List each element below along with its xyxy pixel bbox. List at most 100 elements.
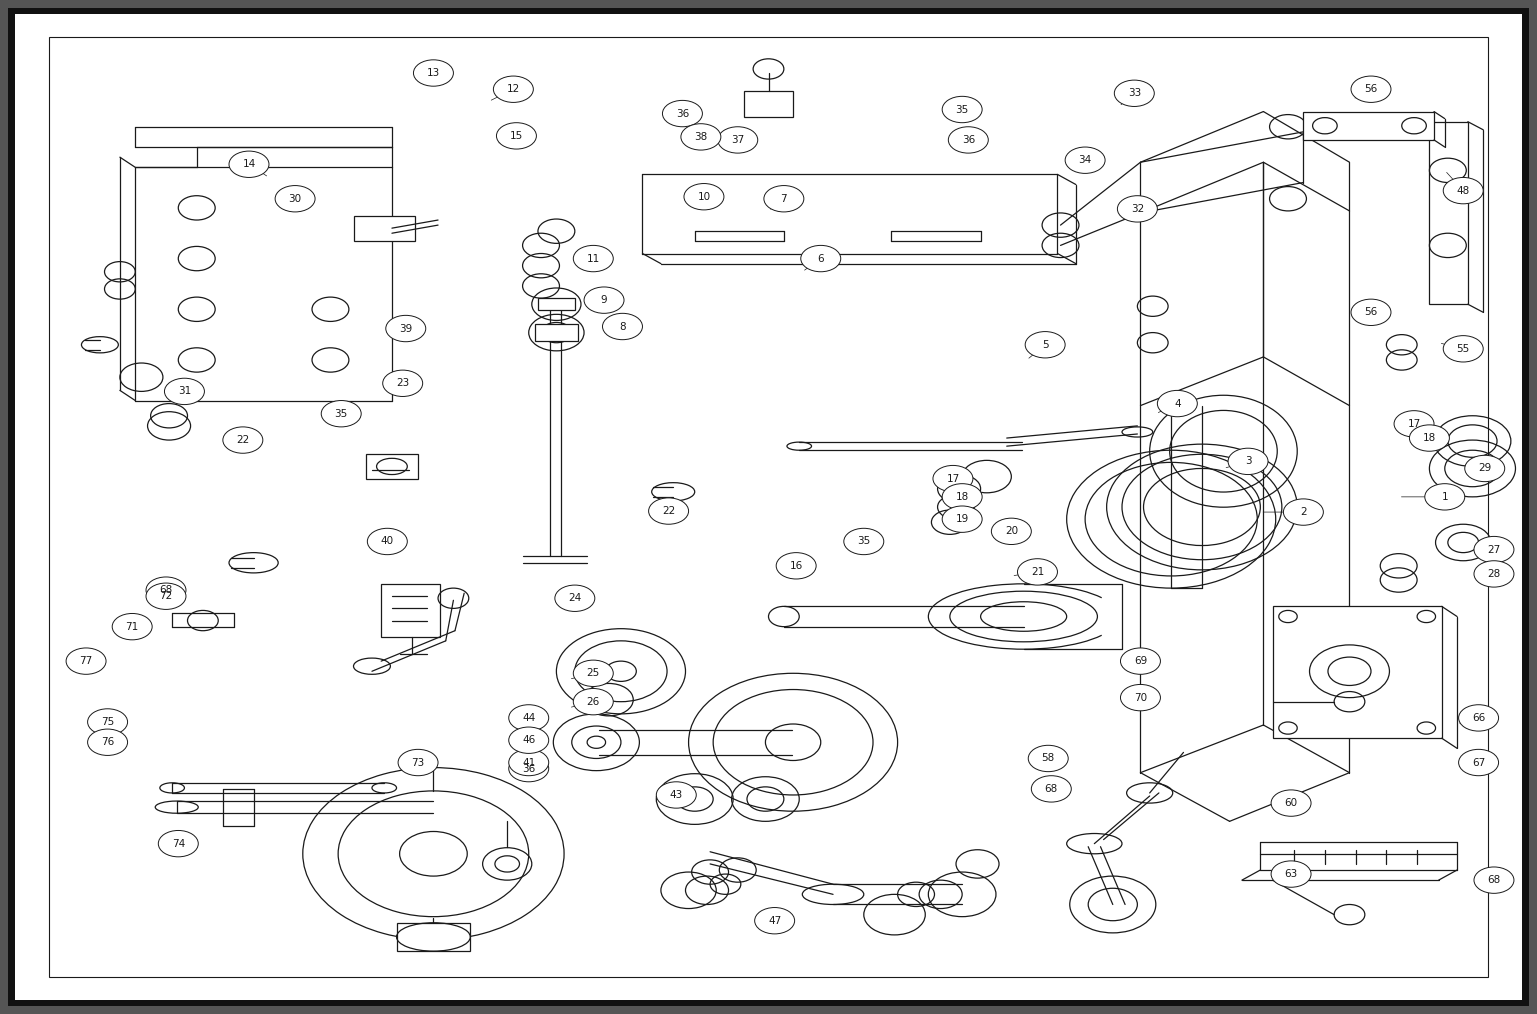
- Text: 7: 7: [781, 194, 787, 204]
- Text: 13: 13: [427, 68, 440, 78]
- Circle shape: [229, 151, 269, 177]
- Text: 38: 38: [695, 132, 707, 142]
- Text: 66: 66: [1472, 713, 1485, 723]
- Bar: [366, 454, 418, 479]
- Text: 29: 29: [1479, 463, 1491, 474]
- Text: 75: 75: [101, 717, 114, 727]
- Text: 33: 33: [1128, 88, 1140, 98]
- Text: 17: 17: [1408, 419, 1420, 429]
- Circle shape: [933, 465, 973, 492]
- Text: 26: 26: [587, 697, 599, 707]
- Text: 69: 69: [1134, 656, 1147, 666]
- Circle shape: [603, 313, 642, 340]
- Text: 2: 2: [1300, 507, 1306, 517]
- Circle shape: [223, 427, 263, 453]
- Text: 31: 31: [178, 386, 191, 396]
- Circle shape: [112, 613, 152, 640]
- Text: 60: 60: [1285, 798, 1297, 808]
- Circle shape: [1459, 749, 1499, 776]
- Bar: [1273, 606, 1442, 738]
- Circle shape: [509, 727, 549, 753]
- Circle shape: [776, 553, 816, 579]
- Circle shape: [1114, 80, 1154, 106]
- Text: 21: 21: [1031, 567, 1044, 577]
- Circle shape: [509, 755, 549, 782]
- Text: 19: 19: [956, 514, 968, 524]
- Circle shape: [573, 689, 613, 715]
- Text: 18: 18: [1423, 433, 1436, 443]
- Text: 70: 70: [1134, 693, 1147, 703]
- Text: 15: 15: [510, 131, 523, 141]
- Text: 16: 16: [790, 561, 802, 571]
- Circle shape: [398, 749, 438, 776]
- Circle shape: [1409, 425, 1449, 451]
- Circle shape: [948, 127, 988, 153]
- Circle shape: [321, 401, 361, 427]
- Circle shape: [386, 315, 426, 342]
- Circle shape: [681, 124, 721, 150]
- Text: 67: 67: [1472, 757, 1485, 768]
- Circle shape: [1117, 196, 1157, 222]
- Circle shape: [718, 127, 758, 153]
- Text: 56: 56: [1365, 84, 1377, 94]
- Circle shape: [88, 709, 128, 735]
- Circle shape: [755, 908, 795, 934]
- Circle shape: [1271, 790, 1311, 816]
- Circle shape: [584, 287, 624, 313]
- Text: 35: 35: [858, 536, 870, 547]
- Circle shape: [942, 96, 982, 123]
- Text: 47: 47: [768, 916, 781, 926]
- Circle shape: [1017, 559, 1057, 585]
- Text: 58: 58: [1042, 753, 1054, 764]
- Circle shape: [1459, 705, 1499, 731]
- Text: 17: 17: [947, 474, 959, 484]
- Text: 76: 76: [101, 737, 114, 747]
- Circle shape: [509, 705, 549, 731]
- Text: 3: 3: [1245, 456, 1251, 466]
- Circle shape: [801, 245, 841, 272]
- Circle shape: [1065, 147, 1105, 173]
- Circle shape: [942, 484, 982, 510]
- Text: 22: 22: [662, 506, 675, 516]
- Circle shape: [88, 729, 128, 755]
- Circle shape: [573, 245, 613, 272]
- Circle shape: [942, 506, 982, 532]
- Text: 28: 28: [1488, 569, 1500, 579]
- Circle shape: [1474, 867, 1514, 893]
- Text: 44: 44: [523, 713, 535, 723]
- Circle shape: [1351, 299, 1391, 325]
- Text: 10: 10: [698, 192, 710, 202]
- Bar: [381, 584, 440, 637]
- Text: 74: 74: [172, 839, 184, 849]
- Circle shape: [146, 577, 186, 603]
- Circle shape: [573, 660, 613, 686]
- Circle shape: [275, 186, 315, 212]
- Bar: [744, 91, 793, 117]
- Text: 4: 4: [1174, 399, 1180, 409]
- Text: 63: 63: [1285, 869, 1297, 879]
- Circle shape: [1283, 499, 1323, 525]
- Text: 68: 68: [1045, 784, 1057, 794]
- Circle shape: [1228, 448, 1268, 475]
- Circle shape: [649, 498, 689, 524]
- Circle shape: [1425, 484, 1465, 510]
- Circle shape: [1025, 332, 1065, 358]
- Circle shape: [66, 648, 106, 674]
- Text: 24: 24: [569, 593, 581, 603]
- Circle shape: [1443, 177, 1483, 204]
- Text: 25: 25: [587, 668, 599, 678]
- Bar: [1303, 112, 1434, 140]
- Circle shape: [158, 830, 198, 857]
- Text: 22: 22: [237, 435, 249, 445]
- Bar: [538, 298, 575, 310]
- Circle shape: [844, 528, 884, 555]
- Circle shape: [1474, 561, 1514, 587]
- Text: 73: 73: [412, 757, 424, 768]
- Text: 5: 5: [1042, 340, 1048, 350]
- Circle shape: [1157, 390, 1197, 417]
- Text: 18: 18: [956, 492, 968, 502]
- Circle shape: [164, 378, 204, 405]
- Circle shape: [383, 370, 423, 396]
- Text: 72: 72: [160, 591, 172, 601]
- Text: 43: 43: [670, 790, 682, 800]
